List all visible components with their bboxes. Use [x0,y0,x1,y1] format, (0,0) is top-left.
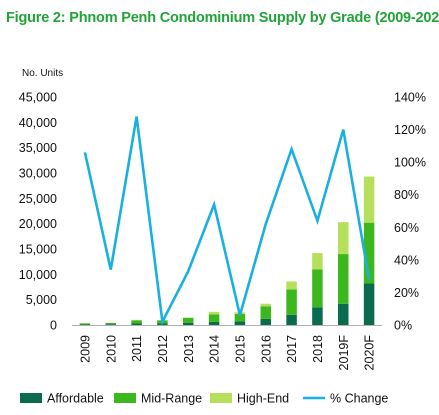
right-tick-label: 140% [394,91,426,105]
bar-mid-range [286,289,297,315]
bar-mid-range [312,269,323,308]
bar-mid-range [338,254,349,304]
x-tick-label: 2011 [130,335,144,362]
bar-high-end [208,311,220,315]
left-tick-label: 30,000 [19,167,57,181]
left-tick-label: 5,000 [26,293,57,307]
bar-mid-range [79,323,91,325]
x-tick-label: 2010 [104,335,118,363]
x-axis-labels: 2009 2010 2011 2012 2013 2014 2015 2016 2017 2018… [78,335,376,371]
page-title: Figure 2: Phnom Penh Condominium Supply … [6,10,439,26]
legend-swatch [20,393,42,403]
right-tick-label: 20% [394,286,419,300]
left-axis-ticks: 0 5,000 10,000 15,000 20,000 25,000 30,000 35,0… [19,91,57,333]
left-tick-label: 10,000 [19,268,57,282]
x-tick-label: 2013 [182,335,196,363]
left-tick-label: 35,000 [19,141,57,155]
bar-high-end [363,176,375,223]
left-tick-label: 25,000 [19,192,57,206]
bar-affordable [234,321,246,325]
right-tick-label: 40% [394,253,419,267]
x-tick-label: 2019F [337,335,351,371]
legend-swatch [210,393,232,403]
bar-mid-range [363,222,375,284]
right-axis-ticks: 0% 20% 40% 60% 80% 100% 120% 140% [394,91,426,333]
x-tick-label: 2015 [233,335,247,363]
right-tick-label: 120% [394,123,426,137]
bar-affordable [183,322,194,325]
legend-label: Affordable [47,392,104,406]
pct-change-line [83,116,371,327]
x-tick-label: 2009 [78,335,92,363]
left-tick-label: 20,000 [19,217,57,231]
x-tick-label: 2017 [285,335,299,363]
right-tick-label: 60% [394,221,419,235]
bar-affordable [260,318,271,325]
legend-swatch [114,393,136,403]
bar-high-end [183,317,194,318]
bar-affordable [131,323,142,325]
bar-high-end [260,303,271,307]
bar-affordable [338,303,349,325]
bar-high-end [286,281,297,290]
legend-label: High-End [237,392,289,406]
left-tick-label: 40,000 [19,116,57,130]
bar-mid-range [105,322,116,325]
bar-affordable [312,307,323,325]
x-tick-label: 2016 [259,335,273,363]
x-tick-label: 2020F [363,335,377,371]
y-axis-label: No. Units [22,68,63,79]
bar-mid-range [183,317,194,323]
x-tick-label: 2014 [208,335,222,363]
bar-mid-range [208,314,220,322]
bar-high-end [338,222,349,255]
legend-label: Mid-Range [141,392,202,406]
left-tick-label: 15,000 [19,243,57,257]
x-tick-label: 2018 [311,335,325,363]
left-tick-label: 0 [50,319,57,333]
bar-high-end [312,253,323,270]
x-tick-label: 2012 [156,335,170,363]
right-tick-label: 100% [394,156,426,170]
bar-high-end [131,319,142,321]
bar-affordable [208,321,220,325]
right-tick-label: 80% [394,188,419,202]
bar-affordable [286,314,297,325]
bar-mid-range [234,313,246,322]
right-tick-label: 0% [394,319,412,333]
legend-label: % Change [330,392,388,406]
bar-mid-range [260,306,271,319]
bar-affordable [79,324,91,325]
bar-affordable [363,283,375,325]
legend: Affordable Mid-Range High-End % Change [20,392,388,406]
bar-affordable [105,324,116,325]
bar-mid-range [131,320,142,324]
left-tick-label: 45,000 [19,91,57,105]
